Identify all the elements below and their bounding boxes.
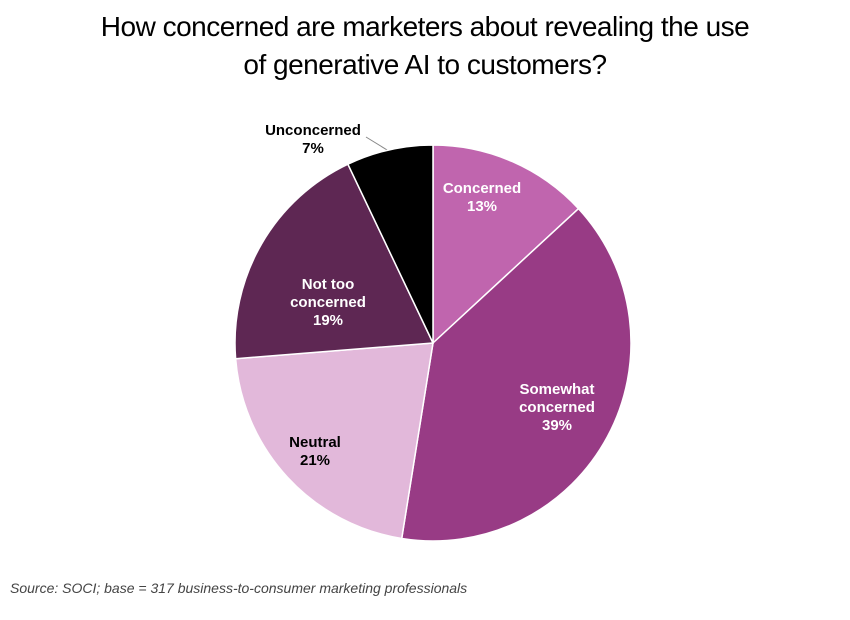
- chart-title: How concerned are marketers about reveal…: [100, 11, 750, 80]
- source-note: Source: SOCI; base = 317 business-to-con…: [10, 580, 468, 596]
- pie-slice: [234, 342, 434, 540]
- value-label: 13%: [466, 198, 498, 215]
- pie-slice: [346, 144, 434, 344]
- category-label: Unconcerned: [265, 122, 361, 139]
- slice-label: Concerned 13%: [417, 180, 547, 216]
- value-label: 19%: [312, 312, 344, 329]
- value-label: 7%: [302, 140, 324, 157]
- slice-label: Not too concerned 19%: [263, 276, 393, 330]
- pie-slice: [234, 163, 435, 360]
- slice-label: Somewhat concerned 39%: [507, 381, 607, 435]
- category-label: Not too concerned: [290, 276, 366, 311]
- pie-slice: [400, 207, 632, 542]
- slice-label: Unconcerned 7%: [248, 122, 378, 158]
- value-label: 39%: [541, 417, 573, 434]
- category-label: Neutral: [289, 434, 341, 451]
- pie-slice: [432, 144, 580, 345]
- value-label: 21%: [299, 452, 331, 469]
- slice-label: Neutral 21%: [250, 434, 380, 470]
- category-label: Somewhat concerned: [519, 381, 595, 416]
- category-label: Concerned: [442, 180, 522, 197]
